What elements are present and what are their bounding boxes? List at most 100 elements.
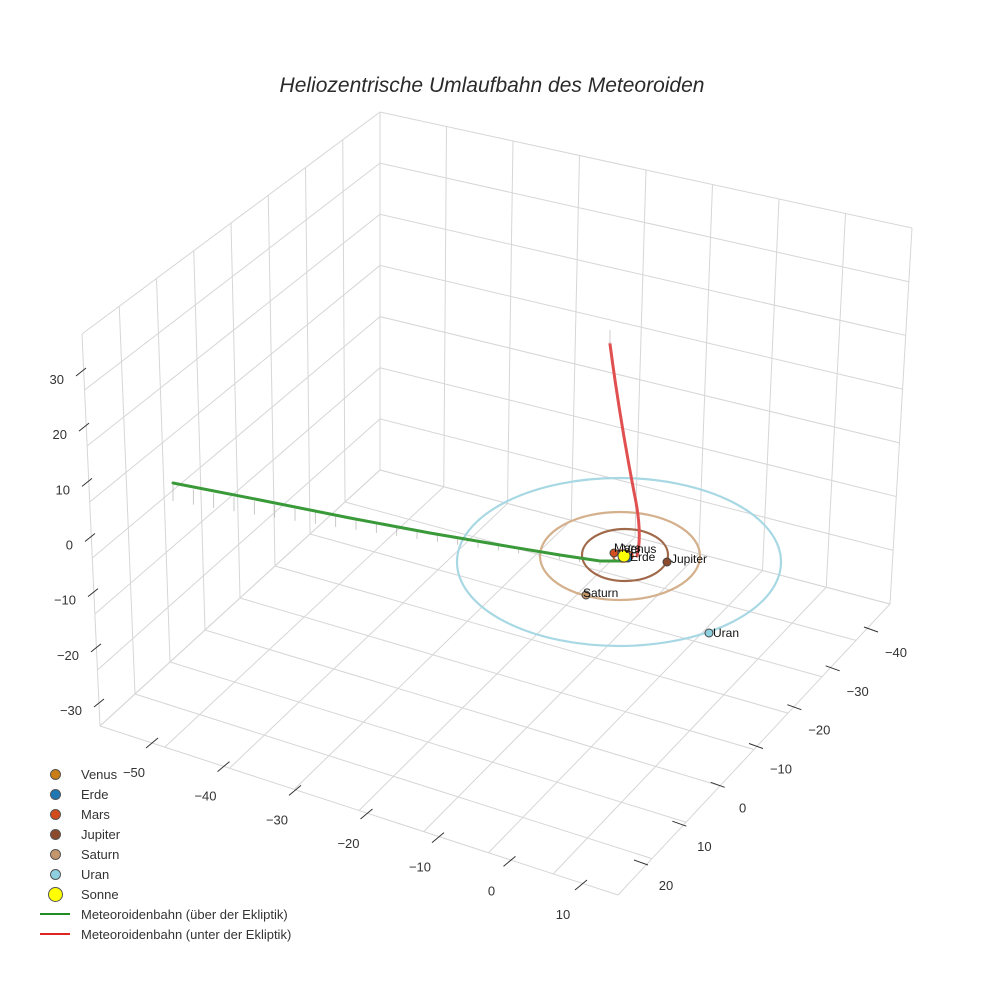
planet-marker-mars	[609, 548, 619, 558]
grid-line	[762, 198, 780, 571]
y-tick	[748, 743, 764, 749]
planet-marker-saturn	[581, 590, 591, 600]
x-tick	[217, 761, 230, 773]
grid-line	[342, 139, 346, 503]
grid-line	[193, 250, 206, 631]
grid-line	[552, 586, 827, 875]
x-tick	[574, 879, 588, 891]
grid-line	[99, 469, 381, 727]
grid-line	[94, 367, 381, 615]
z-tick-label: 10	[56, 482, 70, 497]
x-tick	[288, 784, 302, 796]
z-tick	[84, 533, 96, 542]
legend-label: Meteoroidenbahn (über der Ekliptik)	[81, 906, 288, 922]
planet-marker-uran	[704, 628, 714, 638]
grid-line	[379, 264, 903, 390]
grid-line	[86, 213, 381, 447]
x-tick	[503, 855, 516, 867]
z-tick	[93, 698, 105, 708]
grid-line	[91, 316, 381, 559]
planet-label-venus: Venus	[623, 542, 656, 556]
x-tick	[431, 832, 445, 844]
grid-line	[423, 553, 700, 832]
y-tick-label: −10	[770, 762, 792, 777]
grid-line	[698, 184, 713, 554]
grid-line	[488, 570, 763, 854]
orbit-jupiter	[580, 527, 670, 583]
x-tick-label: 10	[556, 907, 570, 922]
grid-line	[89, 265, 381, 503]
chart-title: Heliozentrische Umlaufbahn des Meteoroid…	[279, 74, 705, 97]
y-tick-label: 10	[697, 839, 711, 854]
legend-item-8[interactable]: Meteoroidenbahn (unter der Ekliptik)	[38, 924, 291, 944]
y-tick-label: −30	[847, 684, 869, 699]
x-tick	[360, 808, 373, 820]
grid-line	[889, 227, 913, 605]
meteoroid-trajectory	[171, 330, 641, 565]
marker-dot-icon	[38, 884, 72, 904]
legend-item-3[interactable]: Jupiter	[38, 824, 291, 844]
grid-line	[81, 111, 381, 335]
marker-dot-icon	[38, 784, 72, 804]
grid-line	[358, 536, 636, 811]
grid-line	[118, 306, 136, 695]
grid-line	[379, 418, 894, 551]
grid-line	[267, 195, 276, 567]
grid-line	[293, 519, 572, 790]
y-tick-label: −20	[808, 723, 830, 738]
grid-line	[570, 155, 580, 521]
legend-label: Jupiter	[81, 826, 121, 842]
axis-ticks: 30 20 10 0 −10 −20 −30 −50 −40 −30 −20 −10 0 10 −40 −30…	[50, 367, 907, 922]
legend-item-2[interactable]: Mars	[38, 804, 291, 824]
planet-marker-sonne	[617, 549, 631, 563]
y-tick-label: 0	[739, 800, 746, 815]
z-tick	[81, 477, 93, 487]
legend-item-4[interactable]: Saturn	[38, 844, 291, 864]
y-tick-label: 20	[659, 878, 673, 893]
z-tick	[90, 643, 102, 653]
marker-dot-icon	[38, 764, 72, 784]
grid-line	[305, 167, 311, 535]
x-tick-label: 0	[488, 883, 495, 898]
planet-label-uran: Uran	[713, 626, 739, 640]
y-tick	[633, 859, 649, 866]
grid-line	[230, 222, 241, 599]
grid-line	[379, 162, 909, 283]
x-tick-label: −30	[266, 812, 288, 827]
z-tick-label: −20	[57, 648, 79, 663]
legend-item-0[interactable]: Venus	[38, 764, 291, 784]
planet-label-saturn: Saturn	[583, 586, 618, 600]
legend-label: Saturn	[81, 846, 120, 862]
grid-line	[379, 111, 913, 229]
line-swatch-icon	[38, 924, 72, 944]
grid-line	[379, 316, 900, 444]
legend-label: Mars	[81, 806, 110, 822]
planet-label-mars: Mars	[614, 541, 641, 555]
x-tick-label: −10	[409, 860, 431, 875]
legend: Venus Erde Mars Jupiter Saturn Uran Sonne Meteo…	[38, 764, 291, 944]
z-tick-label: −10	[54, 593, 76, 608]
x-tick-label: −40	[194, 789, 216, 804]
y-tick	[787, 704, 802, 711]
marker-dot-icon	[38, 864, 72, 884]
legend-item-5[interactable]: Uran	[38, 864, 291, 884]
z-tick-label: 0	[66, 538, 73, 553]
planet-label-erde: Erde	[630, 550, 656, 564]
y-tick	[672, 820, 687, 827]
y-tick	[863, 626, 879, 633]
legend-item-6[interactable]: Sonne	[38, 884, 291, 904]
grid-line	[156, 278, 171, 663]
legend-item-7[interactable]: Meteoroidenbahn (über der Ekliptik)	[38, 904, 291, 924]
z-tick	[87, 588, 99, 598]
marker-dot-icon	[38, 804, 72, 824]
z-tick-label: 30	[50, 372, 64, 387]
grid-line	[97, 418, 381, 671]
legend-label: Uran	[81, 866, 110, 882]
trajectory-above-ecliptic	[171, 481, 622, 563]
marker-dot-icon	[38, 844, 72, 864]
orbit-saturn	[538, 510, 702, 602]
trajectory-below-ecliptic	[608, 342, 641, 558]
legend-item-1[interactable]: Erde	[38, 784, 291, 804]
grid-line	[825, 213, 846, 588]
